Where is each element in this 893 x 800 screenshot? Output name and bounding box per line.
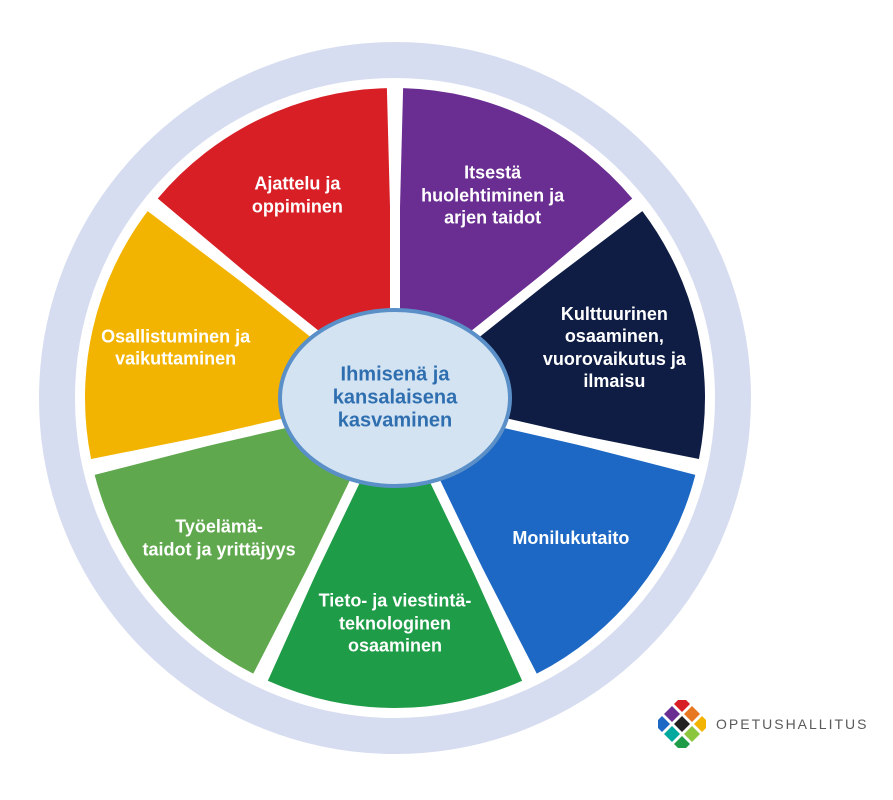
center-hub <box>280 310 510 486</box>
logo-text: OPETUSHALLITUS <box>716 716 868 732</box>
logo: OPETUSHALLITUS <box>658 700 868 748</box>
logo-diamond-icon <box>658 700 706 748</box>
diagram-stage: Itsestä huolehtiminen ja arjen taidot Ku… <box>0 0 893 800</box>
wheel-svg <box>0 0 893 800</box>
